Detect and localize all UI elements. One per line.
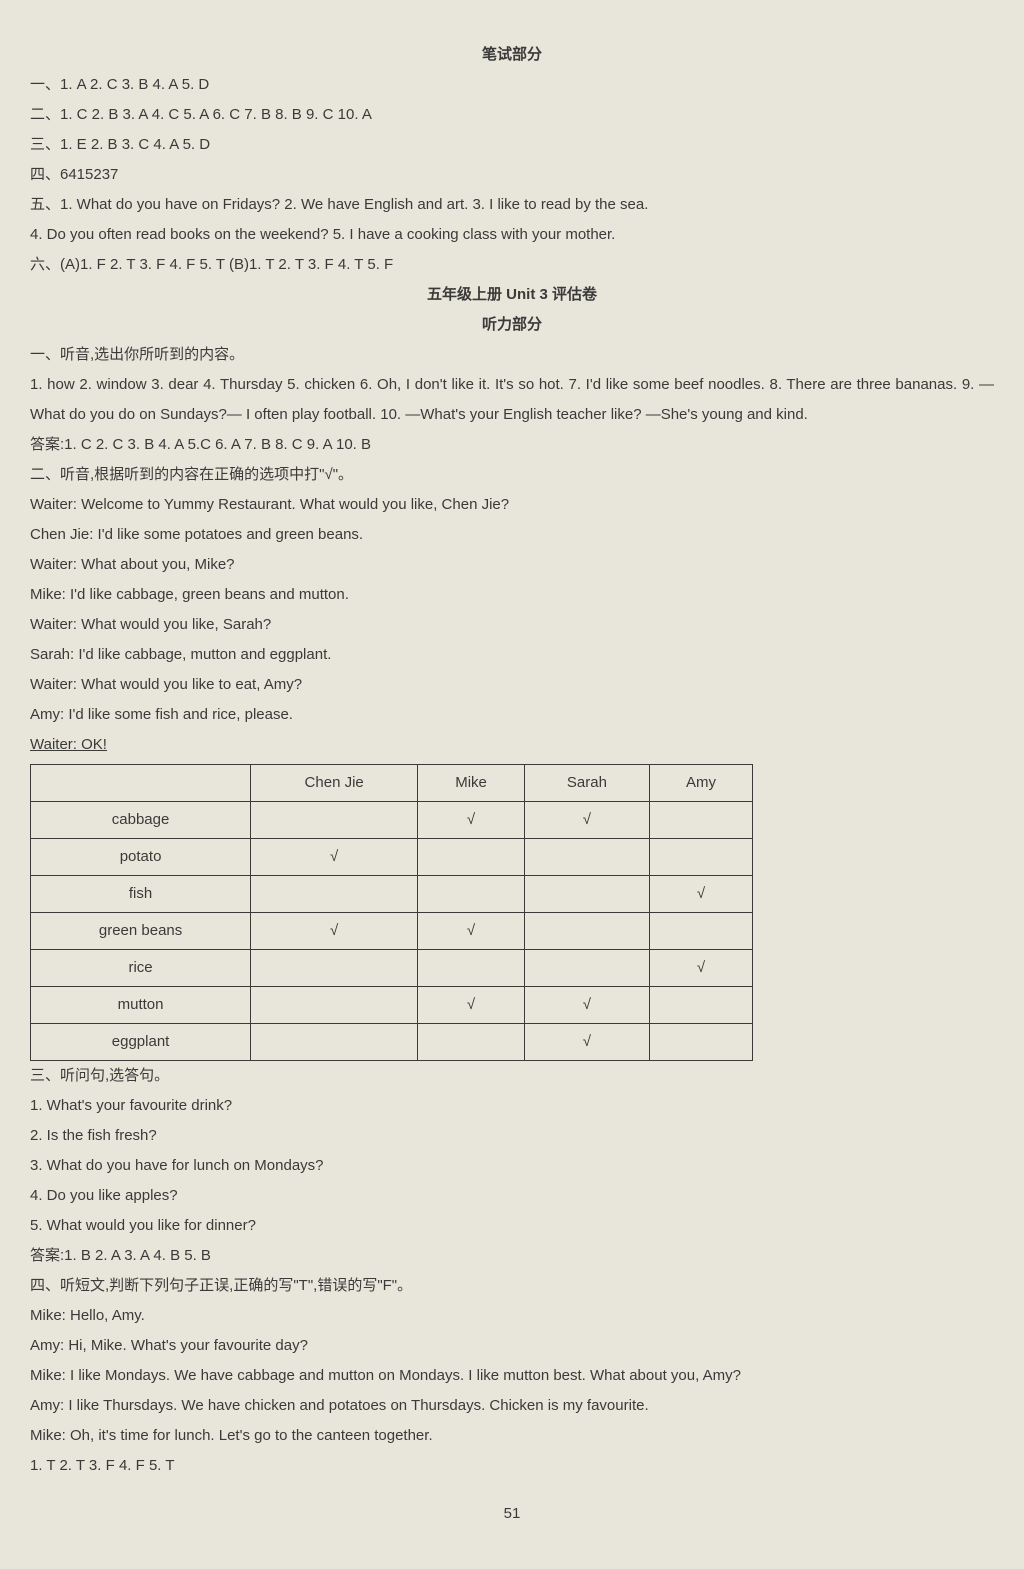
table-header-sarah: Sarah (524, 765, 649, 802)
section4-line4: Amy: I like Thursdays. We have chicken a… (30, 1391, 994, 1421)
section1-line5: 五、1. What do you have on Fridays? 2. We … (30, 190, 994, 220)
table-header-mike: Mike (418, 765, 525, 802)
table-cell (524, 913, 649, 950)
section4-line5: Mike: Oh, it's time for lunch. Let's go … (30, 1421, 994, 1451)
table-header-chenjie: Chen Jie (251, 765, 418, 802)
section2-heading2: 二、听音,根据听到的内容在正确的选项中打"√"。 (30, 460, 994, 490)
table-cell (418, 839, 525, 876)
table-cell: √ (251, 913, 418, 950)
table-cell: √ (418, 987, 525, 1024)
table-row: rice √ (31, 950, 753, 987)
table-row: cabbage √√ (31, 802, 753, 839)
section4-line1: Mike: Hello, Amy. (30, 1301, 994, 1331)
section2-answers1: 答案:1. C 2. C 3. B 4. A 5.C 6. A 7. B 8. … (30, 430, 994, 460)
section4-line3: Mike: I like Mondays. We have cabbage an… (30, 1361, 994, 1391)
table-cell (251, 987, 418, 1024)
table-cell: √ (524, 802, 649, 839)
table-cell (649, 839, 752, 876)
table-row-label: fish (31, 876, 251, 913)
table-cell (524, 839, 649, 876)
listening-section-title: 听力部分 (30, 310, 994, 340)
section3-answers: 答案:1. B 2. A 3. A 4. B 5. B (30, 1241, 994, 1271)
table-row-label: potato (31, 839, 251, 876)
section1-line2: 二、1. C 2. B 3. A 4. C 5. A 6. C 7. B 8. … (30, 100, 994, 130)
section2-heading1: 一、听音,选出你所听到的内容。 (30, 340, 994, 370)
dialogue-line2: Chen Jie: I'd like some potatoes and gre… (30, 520, 994, 550)
section1-line1: 一、1. A 2. C 3. B 4. A 5. D (30, 70, 994, 100)
table-cell: √ (524, 1024, 649, 1061)
dialogue-line9: Waiter: OK! (30, 730, 994, 760)
table-cell (649, 802, 752, 839)
table-row: mutton √√ (31, 987, 753, 1024)
food-preference-table: Chen Jie Mike Sarah Amy cabbage√√potato√… (30, 764, 753, 1061)
table-cell: √ (524, 987, 649, 1024)
section3-q5: 5. What would you like for dinner? (30, 1211, 994, 1241)
table-cell (418, 950, 525, 987)
table-cell: √ (251, 839, 418, 876)
table-header-blank (31, 765, 251, 802)
table-cell (649, 1024, 752, 1061)
table-cell: √ (418, 913, 525, 950)
section3-q4: 4. Do you like apples? (30, 1181, 994, 1211)
section2-list1: 1. how 2. window 3. dear 4. Thursday 5. … (30, 370, 994, 430)
table-cell (418, 876, 525, 913)
dialogue-line7: Waiter: What would you like to eat, Amy? (30, 670, 994, 700)
table-row-label: cabbage (31, 802, 251, 839)
dialogue-line3: Waiter: What about you, Mike? (30, 550, 994, 580)
table-cell (524, 876, 649, 913)
section4-heading: 四、听短文,判断下列句子正误,正确的写"T",错误的写"F"。 (30, 1271, 994, 1301)
section1-line6: 4. Do you often read books on the weeken… (30, 220, 994, 250)
section1-line4: 四、6415237 (30, 160, 994, 190)
section3-q1: 1. What's your favourite drink? (30, 1091, 994, 1121)
table-cell (251, 802, 418, 839)
table-row: green beans√√ (31, 913, 753, 950)
table-cell (649, 987, 752, 1024)
dialogue-line5: Waiter: What would you like, Sarah? (30, 610, 994, 640)
table-cell (649, 913, 752, 950)
table-cell (251, 950, 418, 987)
section3-heading: 三、听问句,选答句。 (30, 1061, 994, 1091)
section1-line7: 六、(A)1. F 2. T 3. F 4. F 5. T (B)1. T 2.… (30, 250, 994, 280)
table-cell (251, 876, 418, 913)
table-cell: √ (649, 876, 752, 913)
dialogue-line8: Amy: I'd like some fish and rice, please… (30, 700, 994, 730)
table-row-label: eggplant (31, 1024, 251, 1061)
table-cell (524, 950, 649, 987)
table-cell (418, 1024, 525, 1061)
dialogue-line6: Sarah: I'd like cabbage, mutton and eggp… (30, 640, 994, 670)
unit3-title: 五年级上册 Unit 3 评估卷 (30, 280, 994, 310)
table-header-row: Chen Jie Mike Sarah Amy (31, 765, 753, 802)
page-number: 51 (30, 1499, 994, 1529)
section3-q3: 3. What do you have for lunch on Mondays… (30, 1151, 994, 1181)
table-header-amy: Amy (649, 765, 752, 802)
dialogue-line1: Waiter: Welcome to Yummy Restaurant. Wha… (30, 490, 994, 520)
table-row: eggplant √ (31, 1024, 753, 1061)
written-section-title: 笔试部分 (30, 40, 994, 70)
dialogue-line4: Mike: I'd like cabbage, green beans and … (30, 580, 994, 610)
table-cell: √ (649, 950, 752, 987)
table-row-label: green beans (31, 913, 251, 950)
table-cell: √ (418, 802, 525, 839)
table-row: fish √ (31, 876, 753, 913)
table-row-label: mutton (31, 987, 251, 1024)
table-cell (251, 1024, 418, 1061)
table-row: potato√ (31, 839, 753, 876)
section1-line3: 三、1. E 2. B 3. C 4. A 5. D (30, 130, 994, 160)
section3-q2: 2. Is the fish fresh? (30, 1121, 994, 1151)
table-row-label: rice (31, 950, 251, 987)
section4-answers: 1. T 2. T 3. F 4. F 5. T (30, 1451, 994, 1481)
section4-line2: Amy: Hi, Mike. What's your favourite day… (30, 1331, 994, 1361)
